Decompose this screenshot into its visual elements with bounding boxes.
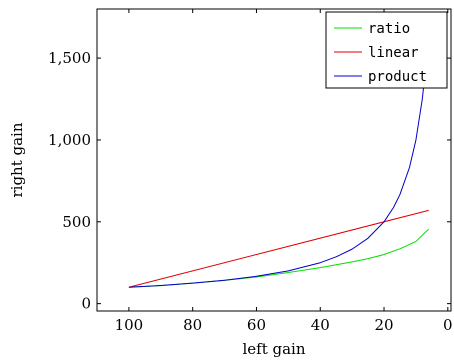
- y-tick-label: 0: [81, 295, 91, 313]
- x-tick-label: 60: [247, 316, 266, 334]
- legend-label-linear: linear: [368, 45, 419, 61]
- y-axis-title: right gain: [8, 122, 26, 197]
- plot-frame: [96, 8, 452, 312]
- x-tick-label: 0: [443, 316, 453, 334]
- y-tick-label: 1,000: [48, 131, 91, 149]
- y-tick-label: 1,500: [48, 49, 91, 67]
- x-tick-label: 100: [115, 316, 144, 334]
- x-axis: 100 80 60 40 20 0: [115, 9, 453, 334]
- x-tick-label: 80: [183, 316, 202, 334]
- x-tick-label: 20: [374, 316, 393, 334]
- series-layer: [128, 30, 430, 288]
- legend-label-product: product: [368, 69, 427, 85]
- legend-label-ratio: ratio: [368, 21, 410, 37]
- legend-box: [325, 11, 448, 89]
- x-tick-label: 40: [311, 316, 330, 334]
- x-axis-title: left gain: [242, 340, 305, 358]
- y-tick-label: 500: [62, 213, 91, 231]
- series-line-product: [128, 30, 430, 288]
- y-axis: 0 500 1,000 1,500: [48, 49, 451, 313]
- series-line-linear: [128, 209, 429, 288]
- series-line-ratio: [128, 228, 430, 288]
- legend: ratio linear product: [325, 11, 448, 89]
